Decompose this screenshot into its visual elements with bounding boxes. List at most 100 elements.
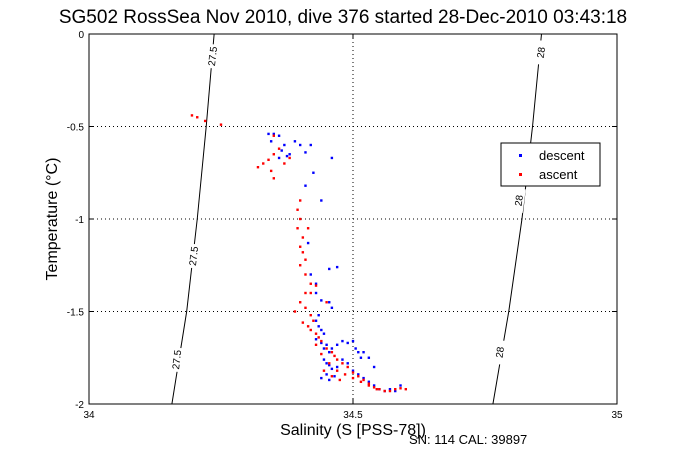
descent-point-21: [320, 299, 323, 302]
descent-point-51: [335, 365, 339, 369]
ascent-point-16: [299, 217, 302, 221]
isopycnal-label-bg-1-1: [510, 187, 526, 214]
ascent-point-29: [301, 321, 305, 324]
ascent-point-6: [256, 166, 260, 169]
descent-point-57: [367, 380, 371, 383]
legend-marker-descent: [519, 154, 522, 157]
x-tick-label-0: 34: [83, 410, 95, 421]
descent-point-42: [357, 351, 360, 354]
ascent-point-39: [346, 365, 349, 369]
descent-point-65: [325, 373, 328, 376]
isopycnal-label-group-1-1: 28: [510, 187, 526, 214]
y-tick-label-1: -0.5: [67, 123, 85, 134]
ascent-point-18: [299, 245, 302, 248]
ascent-point-51: [322, 369, 326, 372]
ascent-point-26: [304, 306, 307, 309]
ascent-point-41: [357, 375, 360, 378]
y-axis-label: Temperature (°C): [44, 158, 61, 281]
ascent-point-30: [306, 325, 310, 328]
x-tick-label-1: 34.5: [343, 410, 363, 421]
serial-calibration-note: SN: 114 CAL: 39897: [409, 432, 527, 447]
ascent-point-68: [306, 227, 310, 230]
legend-box: [500, 142, 601, 187]
isopycnal-label-1-1: 28: [514, 194, 526, 207]
chart-title: SG502 RossSea Nov 2010, dive 376 started…: [59, 7, 627, 28]
isopycnal-label-bg-0-1: [185, 243, 201, 269]
descent-point-11: [304, 151, 307, 154]
descent-point-32: [320, 341, 323, 345]
ascent-point-67: [325, 301, 328, 304]
descent-point-17: [306, 241, 310, 245]
descent-point-0: [267, 132, 270, 136]
ascent-point-69: [301, 236, 305, 239]
descent-point-48: [325, 362, 328, 365]
descent-point-23: [317, 314, 320, 317]
x-axis-label: Salinity (S [PSS-78]): [280, 422, 426, 439]
isopycnal-label-group-0-0: 27.5: [168, 346, 184, 373]
ascent-point-54: [314, 343, 318, 346]
isopycnal-label-bg-0-2: [204, 43, 220, 69]
ascent-point-60: [343, 373, 347, 376]
descent-point-2: [277, 134, 281, 137]
isopycnal-lines: 27.5 27.5 27.5 28 28 28: [168, 33, 548, 405]
descent-point-45: [367, 356, 371, 359]
descent-point-7: [277, 156, 281, 160]
descent-point-24: [330, 306, 334, 309]
ascent-point-37: [335, 358, 339, 361]
descent-point-62: [394, 389, 397, 393]
ascent-point-65: [309, 291, 312, 295]
ascent-point-0: [190, 114, 194, 117]
ascent-point-12: [283, 162, 286, 165]
ascent-point-48: [394, 388, 397, 391]
ascent-point-31: [309, 328, 312, 332]
descent-point-30: [322, 332, 326, 335]
descent-point-8: [285, 154, 289, 158]
ascent-point-49: [399, 387, 402, 390]
ascent-point-11: [272, 177, 275, 180]
descent-point-6: [288, 153, 291, 156]
descent-point-19: [314, 282, 318, 285]
descent-point-39: [346, 341, 349, 345]
ascent-point-17: [296, 227, 299, 230]
descent-point-4: [283, 143, 286, 147]
ascent-point-50: [404, 388, 407, 391]
ascent-point-62: [359, 380, 363, 383]
descent-point-3: [269, 140, 273, 143]
ascent-point-53: [338, 378, 341, 382]
y-tick-label-2: -1: [75, 215, 84, 226]
descent-point-46: [372, 365, 376, 369]
ascent-point-1: [196, 116, 199, 119]
descent-point-53: [346, 362, 349, 365]
ascent-point-4: [272, 134, 275, 137]
ascent-point-57: [320, 352, 323, 356]
descent-point-22: [328, 301, 331, 304]
ascent-point-63: [367, 384, 371, 387]
ascent-point-47: [388, 389, 392, 393]
ascent-point-61: [351, 376, 355, 380]
descent-point-63: [399, 384, 402, 387]
ascent-point-19: [301, 251, 305, 254]
descent-point-35: [328, 351, 331, 354]
descent-point-44: [362, 351, 365, 354]
ascent-point-10: [269, 169, 273, 173]
isopycnal-label-1-2: 28: [536, 46, 548, 59]
descent-point-9: [293, 140, 297, 143]
descent-point-36: [330, 347, 334, 350]
ascent-point-28: [293, 310, 297, 313]
ascent-point-32: [314, 332, 318, 335]
descent-point-12: [309, 143, 312, 147]
descent-point-13: [312, 171, 315, 174]
legend: descent ascent: [500, 142, 601, 187]
descent-point-61: [388, 388, 392, 391]
ascent-point-5: [277, 147, 281, 150]
isopycnal-label-1-0: 28: [495, 346, 507, 359]
descent-point-40: [351, 339, 355, 343]
x-ticks: 34 34.5 35: [83, 34, 623, 421]
descent-point-37: [335, 343, 339, 346]
ascent-point-22: [304, 273, 307, 276]
data-points: [190, 114, 407, 393]
y-ticks: 0 -0.5 -1 -1.5 -2: [67, 30, 617, 411]
descent-point-33: [322, 347, 326, 350]
